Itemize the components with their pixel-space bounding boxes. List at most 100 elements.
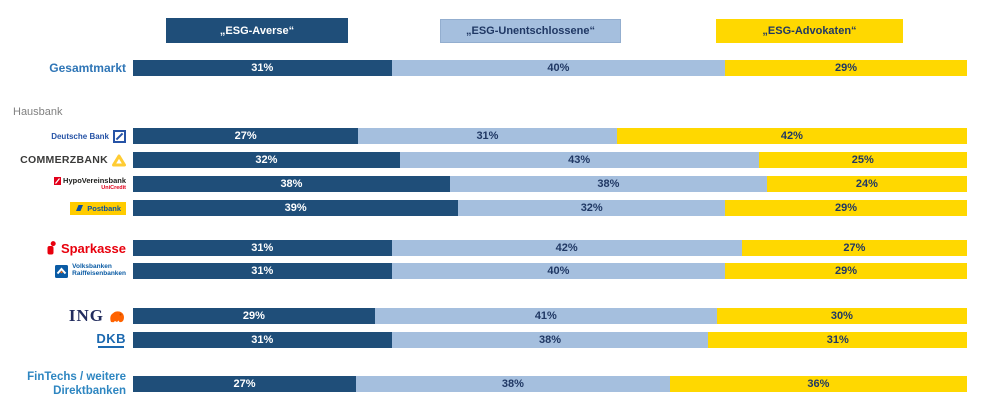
bar-gesamtmarkt: 31% 40% 29% <box>133 60 967 76</box>
volksbanken-logo-icon <box>55 264 69 278</box>
segment-value-label: 31% <box>826 334 849 346</box>
segment-esg-averse: 31% <box>133 263 392 279</box>
segment-value-label: 42% <box>780 130 803 142</box>
segment-esg-advokaten: 30% <box>716 308 967 324</box>
segment-esg-advokaten: 29% <box>725 60 967 76</box>
segment-esg-unentschlossene: 43% <box>399 152 759 168</box>
chart-row-gesamtmarkt: Gesamtmarkt 31% 40% 29% <box>0 60 990 76</box>
segment-esg-advokaten: 31% <box>708 332 968 348</box>
bar-commerzbank: 32% 43% 25% <box>133 152 967 168</box>
chart-row-deutsche-bank: Deutsche Bank 27% 31% 42% <box>0 128 990 144</box>
segment-value-label: 32% <box>255 154 278 166</box>
segment-value-label: 27% <box>234 130 257 142</box>
segment-value-label: 40% <box>547 265 570 277</box>
segment-value-label: 31% <box>251 62 274 74</box>
segment-esg-averse: 27% <box>133 128 359 144</box>
segment-esg-averse: 39% <box>133 200 459 216</box>
segment-value-label: 43% <box>568 154 591 166</box>
bar-dkb: 31% 38% 31% <box>133 332 968 348</box>
postbank-logo-icon <box>75 204 84 212</box>
commerzbank-logo-icon <box>112 154 126 167</box>
deutsche-bank-logo-icon <box>113 129 126 143</box>
bar-sparkasse: 31% 42% 27% <box>133 240 968 256</box>
bar-deutsche-bank: 27% 31% 42% <box>133 128 968 144</box>
segment-value-label: 38% <box>501 378 524 390</box>
segment-esg-averse: 31% <box>133 240 392 256</box>
segment-esg-unentschlossene: 42% <box>391 240 742 256</box>
row-label-fintechs-line1: FinTechs / weitere <box>27 370 126 383</box>
segment-value-label: 27% <box>233 378 256 390</box>
bar-fintechs: 27% 38% 36% <box>133 376 967 392</box>
segment-esg-unentschlossene: 32% <box>458 200 726 216</box>
segment-value-label: 36% <box>807 378 830 390</box>
hypovereinsbank-logo-icon <box>54 176 62 185</box>
row-sublabel-unicredit: UniCredit <box>101 185 126 192</box>
segment-esg-unentschlossene: 38% <box>355 376 670 392</box>
segment-value-label: 41% <box>534 310 557 322</box>
ing-lion-icon <box>108 309 126 324</box>
segment-esg-unentschlossene: 40% <box>391 263 726 279</box>
chart-row-fintechs: FinTechs / weitere Direktbanken 27% 38% … <box>0 371 990 397</box>
row-label-hypovereinsbank: HypoVereinsbank <box>63 175 126 185</box>
legend-esg-advokaten: „ESG-Advokaten“ <box>716 19 903 43</box>
segment-esg-averse: 31% <box>133 60 392 76</box>
legend-esg-averse: „ESG-Averse“ <box>166 18 348 43</box>
segment-value-label: 29% <box>835 62 858 74</box>
segment-value-label: 38% <box>597 178 620 190</box>
segment-value-label: 24% <box>855 178 878 190</box>
row-label-gesamtmarkt: Gesamtmarkt <box>49 61 126 75</box>
chart-row-sparkasse: Sparkasse 31% 42% 27% <box>0 240 990 256</box>
segment-esg-averse: 38% <box>133 176 450 192</box>
segment-value-label: 31% <box>251 265 274 277</box>
segment-value-label: 38% <box>280 178 303 190</box>
postbank-logo: Postbank <box>70 201 126 215</box>
segment-esg-advokaten: 42% <box>616 128 968 144</box>
chart-row-hypovereinsbank: HypoVereinsbank UniCredit 38% 38% 24% <box>0 176 990 192</box>
chart-row-postbank: Postbank 39% 32% 29% <box>0 200 990 216</box>
row-label-raiffeisenbanken: Raiffeisenbanken <box>72 270 126 277</box>
segment-esg-unentschlossene: 41% <box>374 308 717 324</box>
segment-esg-advokaten: 25% <box>758 152 967 168</box>
segment-value-label: 31% <box>251 334 274 346</box>
section-label-hausbank: Hausbank <box>13 106 63 118</box>
segment-value-label: 40% <box>547 62 570 74</box>
segment-esg-advokaten: 29% <box>725 263 967 279</box>
segment-esg-unentschlossene: 40% <box>391 60 726 76</box>
segment-esg-advokaten: 27% <box>741 240 968 256</box>
dkb-logo: DKB <box>96 332 126 348</box>
row-label-dkb: DKB <box>96 331 126 346</box>
row-label-ing: ING <box>68 306 104 325</box>
bar-volksbanken: 31% 40% 29% <box>133 263 967 279</box>
segment-value-label: 29% <box>242 310 265 322</box>
row-label-sparkasse: Sparkasse <box>60 240 126 256</box>
segment-esg-unentschlossene: 38% <box>449 176 767 192</box>
segment-esg-averse: 27% <box>133 376 356 392</box>
chart-row-dkb: DKB 31% 38% 31% <box>0 332 990 348</box>
segment-value-label: 39% <box>284 202 307 214</box>
segment-value-label: 29% <box>835 202 858 214</box>
segment-value-label: 42% <box>555 242 578 254</box>
segment-value-label: 27% <box>843 242 866 254</box>
chart-row-commerzbank: COMMERZBANK 32% 43% 25% <box>0 152 990 168</box>
bar-ing: 29% 41% 30% <box>133 308 967 324</box>
segment-esg-averse: 31% <box>133 332 392 348</box>
row-label-commerzbank: COMMERZBANK <box>20 154 108 166</box>
sparkasse-logo-icon <box>45 241 57 255</box>
bar-postbank: 39% 32% 29% <box>133 200 967 216</box>
segment-esg-unentschlossene: 38% <box>391 332 709 348</box>
row-label-fintechs-line2: Direktbanken <box>53 385 126 397</box>
chart-row-ing: ING 29% 41% 30% <box>0 306 990 325</box>
segment-value-label: 32% <box>580 202 603 214</box>
segment-value-label: 31% <box>476 130 499 142</box>
segment-value-label: 30% <box>830 310 853 322</box>
segment-value-label: 25% <box>851 154 874 166</box>
segment-esg-advokaten: 29% <box>725 200 967 216</box>
legend-esg-unentschlossene: „ESG-Unentschlossene“ <box>440 19 621 43</box>
chart-row-volksbanken: Volksbanken Raiffeisenbanken 31% 40% 29% <box>0 263 990 279</box>
segment-value-label: 31% <box>251 242 274 254</box>
segment-esg-advokaten: 36% <box>669 376 967 392</box>
segment-esg-advokaten: 24% <box>766 176 967 192</box>
bar-hypovereinsbank: 38% 38% 24% <box>133 176 967 192</box>
dkb-logo-subline <box>98 346 125 348</box>
